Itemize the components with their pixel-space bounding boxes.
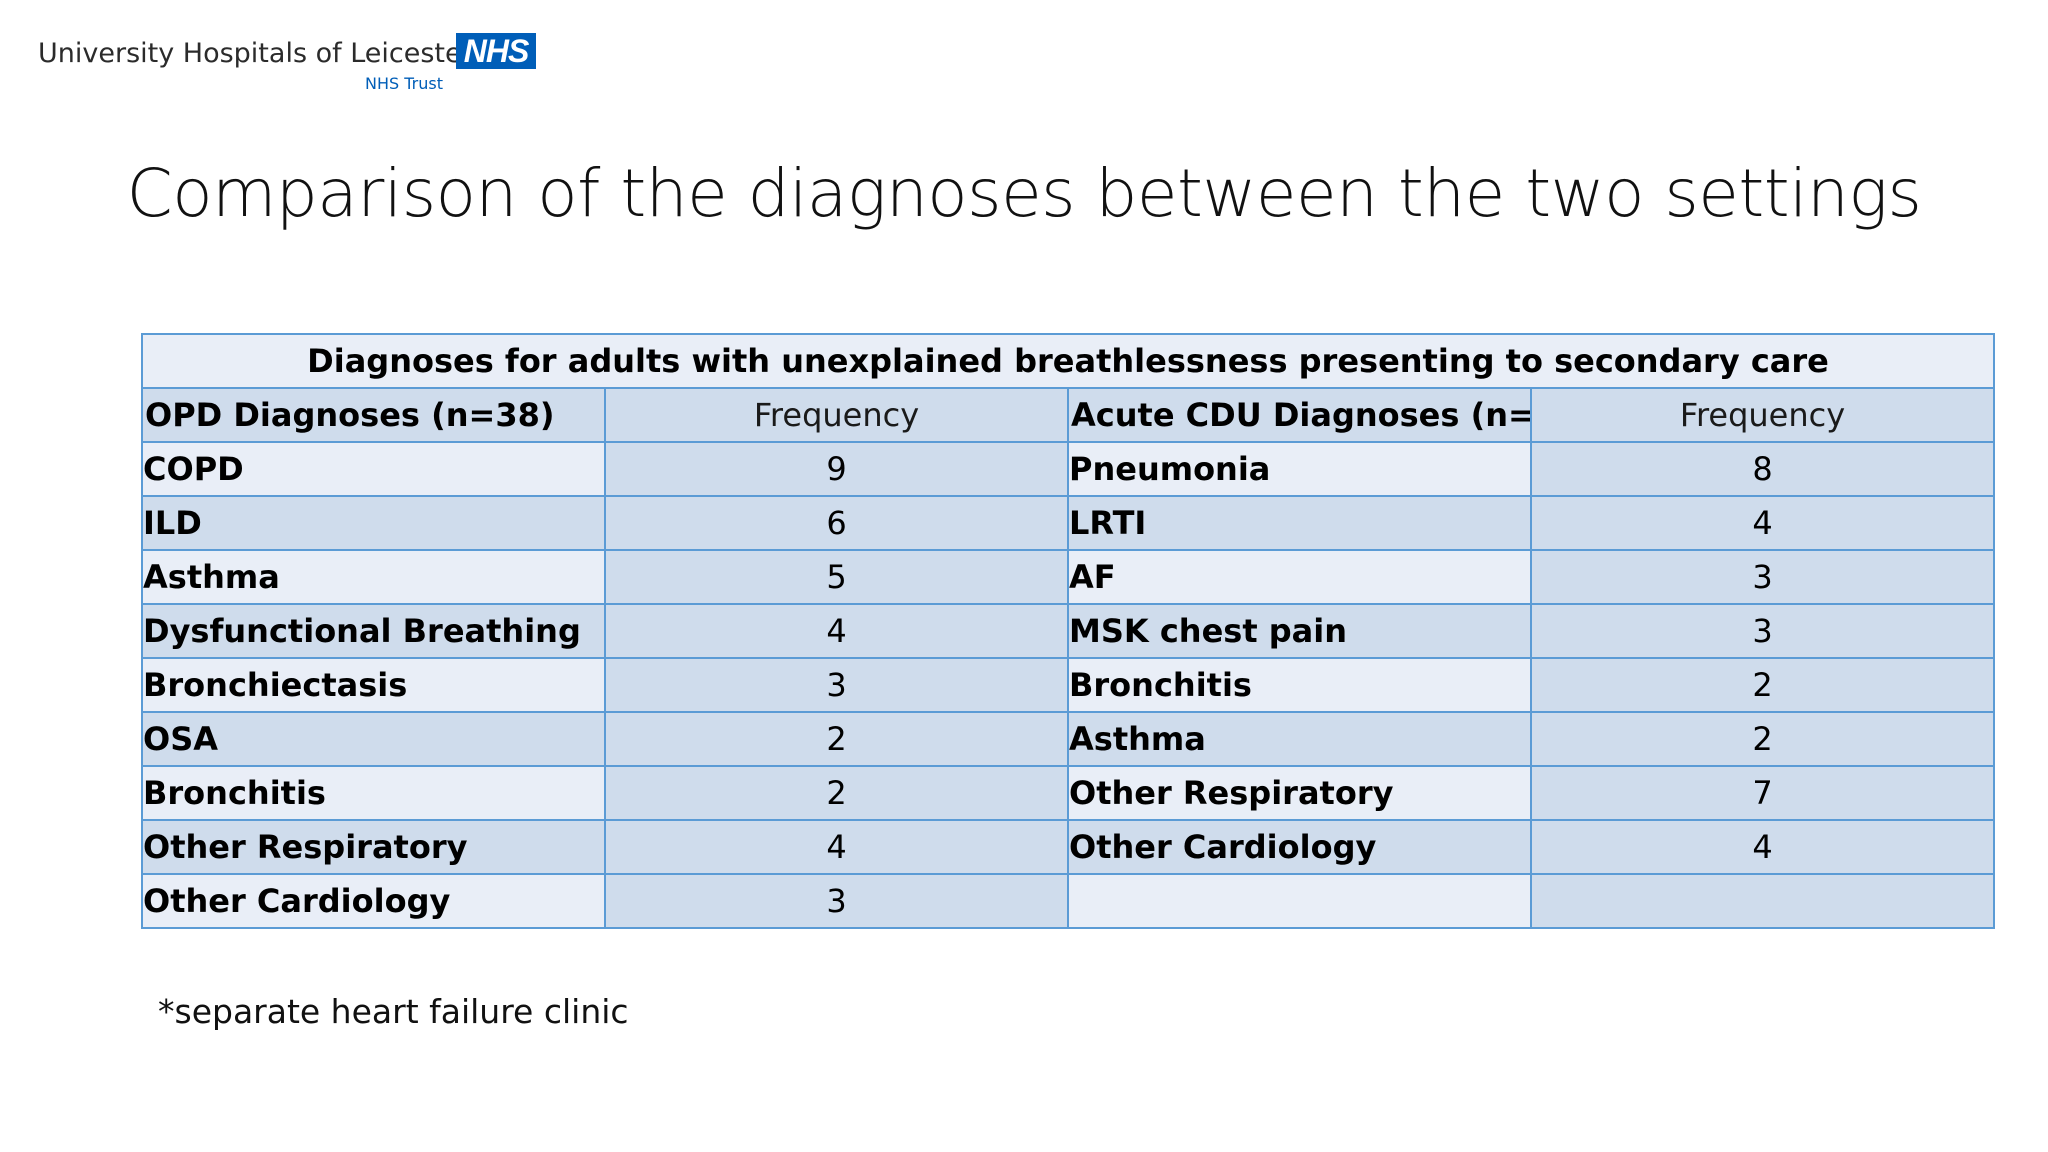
table-row: Other Respiratory 4 Other Cardiology 4: [141, 819, 1996, 875]
cdu-diagnosis: AF: [1067, 549, 1532, 605]
cdu-diagnosis: Other Cardiology: [1067, 819, 1532, 875]
cdu-diagnosis: Bronchitis: [1067, 657, 1532, 713]
diagnoses-table: Diagnoses for adults with unexplained br…: [140, 333, 1996, 929]
table-row: OSA 2 Asthma 2: [141, 711, 1996, 767]
cdu-diagnosis: [1067, 873, 1532, 929]
opd-diagnosis: OSA: [141, 711, 606, 767]
table-caption: Diagnoses for adults with unexplained br…: [140, 333, 1996, 389]
table-row: Bronchitis 2 Other Respiratory 7: [141, 765, 1996, 821]
header-cdu-frequency: Frequency: [1529, 387, 1996, 443]
logo-org-name: University Hospitals of Leicester: [38, 38, 473, 69]
cdu-frequency: 4: [1529, 495, 1996, 551]
opd-diagnosis: Dysfunctional Breathing: [141, 603, 606, 659]
cdu-frequency: 3: [1529, 549, 1996, 605]
cdu-frequency: [1529, 873, 1996, 929]
footnote: *separate heart failure clinic: [158, 992, 629, 1031]
opd-diagnosis: Other Respiratory: [141, 819, 606, 875]
opd-diagnosis: COPD: [141, 441, 606, 497]
opd-diagnosis: ILD: [141, 495, 606, 551]
opd-frequency: 2: [604, 711, 1069, 767]
cdu-diagnosis: LRTI: [1067, 495, 1532, 551]
opd-diagnosis: Asthma: [141, 549, 606, 605]
table-row: Other Cardiology 3: [141, 873, 1996, 929]
header-opd-frequency: Frequency: [604, 387, 1069, 443]
logo-trust-label: NHS Trust: [365, 74, 443, 93]
header-cdu-diagnoses: Acute CDU Diagnoses (n=33): [1067, 387, 1532, 443]
cdu-frequency: 2: [1529, 657, 1996, 713]
opd-diagnosis: Bronchiectasis: [141, 657, 606, 713]
table-row: COPD 9 Pneumonia 8: [141, 441, 1996, 497]
cdu-diagnosis: Other Respiratory: [1067, 765, 1532, 821]
opd-frequency: 4: [604, 819, 1069, 875]
opd-diagnosis: Bronchitis: [141, 765, 606, 821]
cdu-diagnosis: Pneumonia: [1067, 441, 1532, 497]
table-row: Dysfunctional Breathing 4 MSK chest pain…: [141, 603, 1996, 659]
table-row: Asthma 5 AF 3: [141, 549, 1996, 605]
nhs-trust-logo: University Hospitals of Leicester NHS NH…: [38, 30, 558, 100]
opd-frequency: 9: [604, 441, 1069, 497]
header-opd-diagnoses: OPD Diagnoses (n=38): [141, 387, 606, 443]
opd-frequency: 2: [604, 765, 1069, 821]
cdu-frequency: 4: [1529, 819, 1996, 875]
cdu-diagnosis: MSK chest pain: [1067, 603, 1532, 659]
opd-frequency: 5: [604, 549, 1069, 605]
cdu-diagnosis: Asthma: [1067, 711, 1532, 767]
opd-frequency: 3: [604, 873, 1069, 929]
table-row: Bronchiectasis 3 Bronchitis 2: [141, 657, 1996, 713]
opd-diagnosis: Other Cardiology: [141, 873, 606, 929]
cdu-frequency: 7: [1529, 765, 1996, 821]
cdu-frequency: 8: [1529, 441, 1996, 497]
cdu-frequency: 2: [1529, 711, 1996, 767]
slide-title: Comparison of the diagnoses between the …: [126, 155, 1922, 232]
opd-frequency: 3: [604, 657, 1069, 713]
cdu-frequency: 3: [1529, 603, 1996, 659]
table-header-row: OPD Diagnoses (n=38) Frequency Acute CDU…: [141, 387, 1996, 443]
nhs-badge: NHS: [456, 33, 536, 69]
table-row: ILD 6 LRTI 4: [141, 495, 1996, 551]
opd-frequency: 4: [604, 603, 1069, 659]
opd-frequency: 6: [604, 495, 1069, 551]
table-caption-row: Diagnoses for adults with unexplained br…: [140, 333, 1996, 389]
